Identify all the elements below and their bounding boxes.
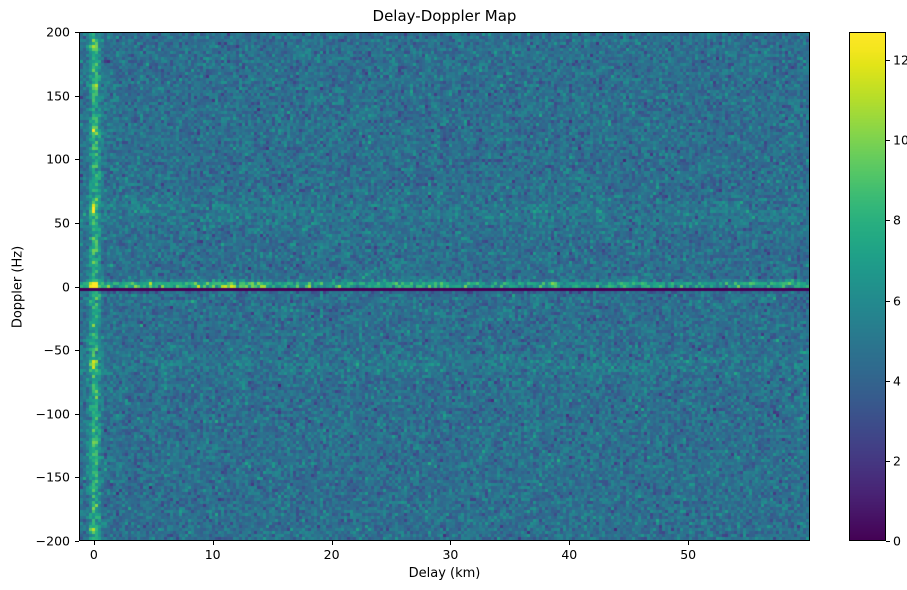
colorbar-tick-mark [886,220,890,222]
x-tick-label: 40 [561,547,578,562]
x-tick-mark [93,541,95,545]
x-tick-mark [688,541,690,545]
colorbar-tick-label: 4 [893,373,901,389]
x-tick-label: 50 [680,547,697,562]
y-tick-label: 50 [54,215,70,231]
y-tick-mark [75,541,79,542]
y-tick-label: −50 [43,342,70,358]
y-tick-mark [75,350,79,352]
x-tick-mark [331,541,333,545]
y-tick-mark [75,32,79,33]
heatmap-axes[interactable] [79,32,810,541]
colorbar-tick-mark [886,380,890,382]
x-tick-mark [450,541,452,545]
colorbar-tick-mark [886,300,890,302]
y-tick-label: 100 [46,151,70,167]
y-tick-mark [75,477,79,479]
colorbar-tick-label: 6 [893,293,901,308]
colorbar-tick-label: 10 [893,132,907,148]
y-tick-label: −150 [35,469,70,485]
y-tick-mark [75,413,79,415]
colorbar-tick-label: 0 [893,533,901,549]
colorbar-tick-label: 2 [893,453,901,469]
colorbar-tick-mark [886,140,890,142]
x-axis-label: Delay (km) [408,566,481,581]
x-tick-label: 20 [323,547,340,562]
colorbar-tick-label: 12 [893,52,907,68]
x-tick-label: 30 [442,547,459,562]
x-tick-label: 10 [204,547,221,562]
delay-doppler-heatmap[interactable] [80,33,809,540]
y-tick-mark [75,222,79,224]
y-tick-label: 200 [46,24,70,40]
y-tick-label: 0 [62,279,70,294]
colorbar-tick-label: 8 [893,212,901,228]
colorbar-axes[interactable] [849,32,886,541]
x-tick-mark [569,541,571,545]
x-tick-mark [212,541,214,545]
colorbar-gradient[interactable] [850,33,885,540]
colorbar-tick-mark [886,60,890,62]
x-tick-label: 0 [89,547,98,562]
y-tick-label: 150 [46,88,70,104]
y-tick-mark [75,95,79,97]
y-tick-label: −200 [35,533,70,549]
y-tick-mark [75,286,79,288]
y-tick-label: −100 [35,406,70,422]
colorbar-tick-mark [886,541,890,542]
page-title: Delay-Doppler Map [372,7,517,25]
y-tick-mark [75,159,79,161]
colorbar-tick-mark [886,460,890,462]
